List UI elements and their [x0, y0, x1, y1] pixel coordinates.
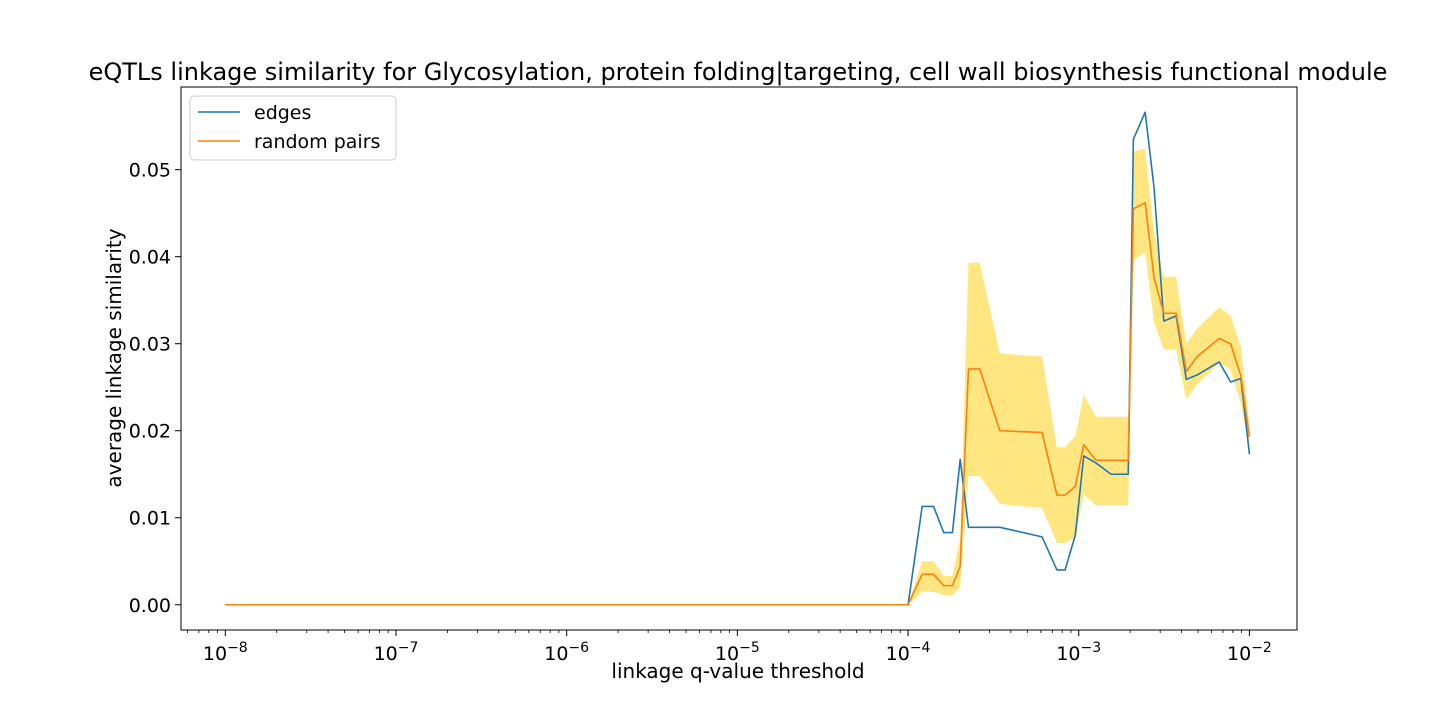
x-tick-label: 10−5 — [715, 640, 760, 665]
x-tick-label: 10−4 — [886, 640, 931, 665]
band-random-pairs — [225, 148, 1250, 605]
legend-label-edges: edges — [254, 102, 311, 124]
confidence-band-layer — [225, 148, 1250, 605]
series-line-random-pairs — [225, 201, 1251, 606]
y-tick-label: 0.01 — [129, 508, 171, 530]
y-tick-label: 0.00 — [129, 595, 171, 617]
y-tick-label: 0.03 — [129, 334, 171, 356]
y-tick-label: 0.05 — [129, 160, 171, 182]
legend-frame — [189, 95, 397, 161]
plot-area-frame — [180, 86, 1298, 631]
y-axis-label: average linkage similarity — [102, 228, 126, 487]
x-tick-label: 10−6 — [544, 640, 589, 665]
y-axis-ticks: 0.00 0.01 0.02 0.03 0.04 0.05 — [129, 160, 181, 617]
series-lines-layer — [225, 111, 1251, 606]
x-tick-label: 10−2 — [1227, 640, 1272, 665]
legend: edges random pairs — [189, 95, 397, 161]
y-tick-label: 0.04 — [129, 247, 171, 269]
x-tick-label: 10−8 — [203, 640, 248, 665]
y-tick-label: 0.02 — [129, 421, 171, 443]
x-tick-label: 10−7 — [374, 640, 419, 665]
x-tick-label: 10−3 — [1056, 640, 1101, 665]
chart-title: eQTLs linkage similarity for Glycosylati… — [89, 58, 1388, 86]
legend-label-random-pairs: random pairs — [254, 131, 380, 153]
series-line-edges — [225, 111, 1251, 606]
x-axis-label: linkage q-value threshold — [611, 659, 864, 683]
